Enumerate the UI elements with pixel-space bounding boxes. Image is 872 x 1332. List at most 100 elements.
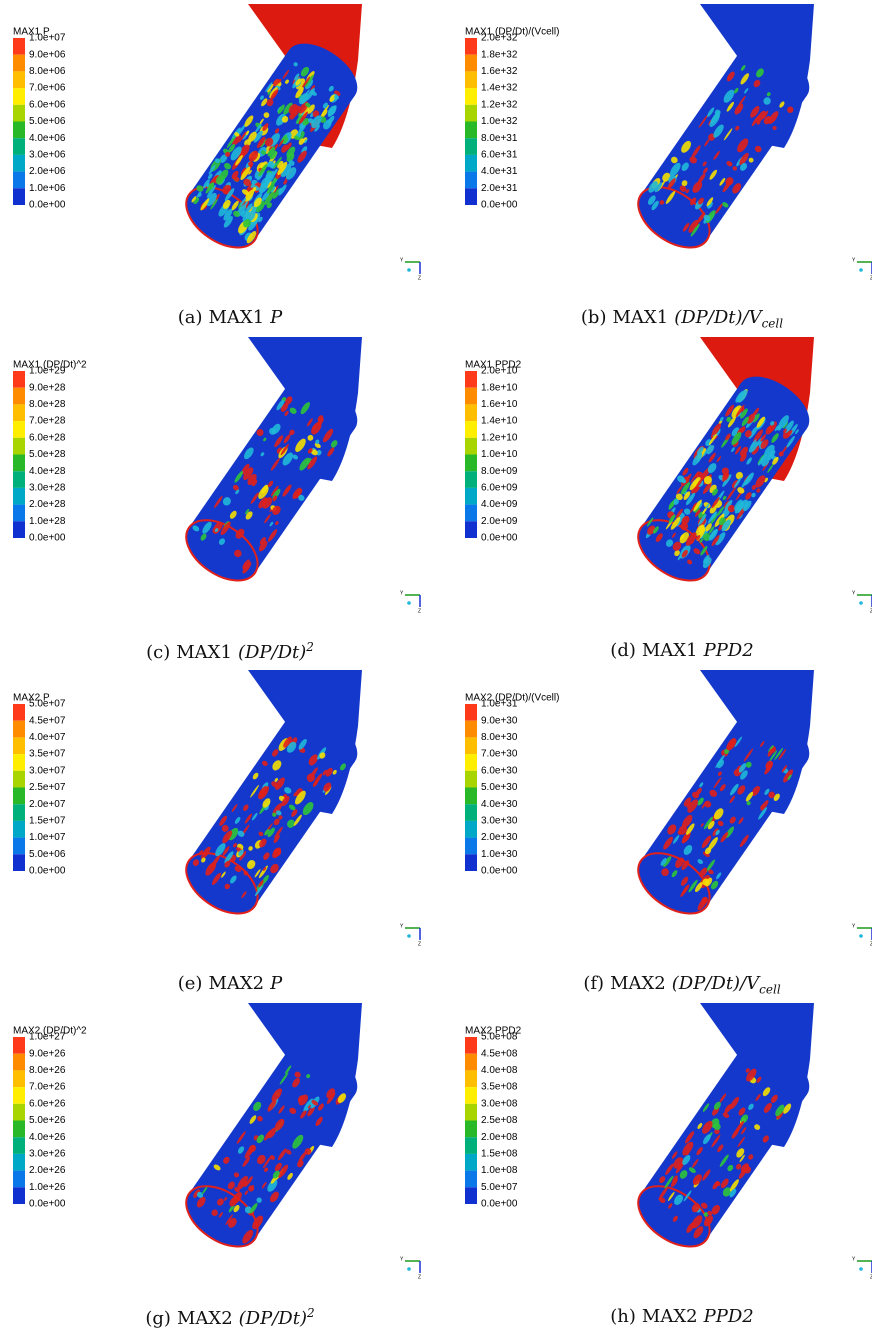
legend-band	[13, 138, 25, 155]
cylinder	[627, 365, 819, 593]
legend-label: 1.0e+08	[481, 1165, 518, 1176]
caption: (a)MAX1P	[20, 307, 440, 328]
legend-band	[465, 438, 477, 455]
legend-band	[13, 388, 25, 405]
legend-band	[465, 138, 477, 155]
legend-label: 0.0e+00	[29, 533, 66, 544]
caption-math: P	[270, 307, 282, 328]
legend-band	[13, 1104, 25, 1121]
legend-label: 1.0e+06	[29, 183, 66, 194]
triad-label: Y	[852, 923, 856, 929]
legend-band	[465, 704, 477, 721]
legend-band	[465, 155, 477, 172]
legend-band	[13, 155, 25, 172]
legend-band	[13, 71, 25, 88]
legend-band	[465, 804, 477, 821]
legend-label: 1.0e+28	[29, 516, 66, 527]
panel: MAX1 (DP/Dt)^21.0e+299.0e+288.0e+287.0e+…	[13, 337, 421, 614]
legend-band	[465, 172, 477, 189]
legend-band	[13, 1154, 25, 1171]
legend-label: 2.0e+08	[481, 1132, 518, 1143]
legend-band	[13, 1054, 25, 1071]
legend-band	[13, 471, 25, 488]
legend-band	[13, 455, 25, 472]
cylinder	[627, 1031, 819, 1259]
triad-label: Z	[418, 1274, 421, 1280]
legend-label: 2.0e+32	[481, 33, 518, 44]
panel: MAX1 (DP/Dt)/(Vcell)2.0e+321.8e+321.6e+3…	[465, 4, 872, 281]
legend-label: 0.0e+00	[29, 200, 66, 211]
legend-label: 3.5e+08	[481, 1082, 518, 1093]
legend-label: 3.0e+30	[481, 816, 518, 827]
triad-origin	[407, 268, 411, 272]
legend-label: 8.0e+28	[29, 399, 66, 410]
legend-band	[465, 38, 477, 55]
caption-superscript: 2	[306, 640, 314, 654]
triad-label: Z	[418, 608, 421, 614]
legend-band	[13, 1137, 25, 1154]
legend-label: 1.4e+10	[481, 416, 518, 427]
legend-label: 2.0e+06	[29, 166, 66, 177]
caption-label: (h)	[610, 1306, 636, 1327]
caption-label: (e)	[178, 973, 203, 994]
legend-label: 9.0e+06	[29, 49, 66, 60]
legend-band	[465, 388, 477, 405]
legend-label: 1.4e+32	[481, 83, 518, 94]
legend-label: 8.0e+26	[29, 1065, 66, 1076]
legend-band	[465, 838, 477, 855]
caption-text: MAX2	[642, 1306, 698, 1327]
legend-band	[465, 371, 477, 388]
legend-label: 8.0e+30	[481, 732, 518, 743]
legend-label: 1.6e+32	[481, 66, 518, 77]
legend-band	[465, 771, 477, 788]
legend-band	[465, 421, 477, 438]
legend-band	[465, 1037, 477, 1054]
legend-label: 2.0e+09	[481, 516, 518, 527]
caption: (h)MAX2PPD2	[472, 1306, 872, 1327]
legend-label: 2.0e+28	[29, 499, 66, 510]
legend-band	[465, 1154, 477, 1171]
legend-band	[13, 838, 25, 855]
legend-label: 7.0e+26	[29, 1082, 66, 1093]
legend-band	[13, 105, 25, 122]
legend-label: 1.2e+32	[481, 99, 518, 110]
triad-label: Y	[852, 1256, 856, 1262]
legend-band	[465, 721, 477, 738]
legend-label: 6.0e+30	[481, 765, 518, 776]
legend-label: 5.0e+07	[29, 699, 66, 710]
legend-label: 4.0e+30	[481, 799, 518, 810]
legend-label: 0.0e+00	[481, 1199, 518, 1210]
cylinder	[175, 698, 367, 926]
legend-band	[465, 55, 477, 72]
legend-label: 2.5e+07	[29, 782, 66, 793]
legend-label: 1.0e+10	[481, 449, 518, 460]
caption-subscript: cell	[762, 317, 784, 331]
legend-band	[13, 371, 25, 388]
legend-band	[465, 1187, 477, 1204]
panel: MAX2 P5.0e+074.5e+074.0e+073.5e+073.0e+0…	[13, 670, 421, 947]
legend-band	[13, 404, 25, 421]
legend-label: 9.0e+30	[481, 715, 518, 726]
legend-label: 3.0e+28	[29, 483, 66, 494]
triad-label: Y	[852, 257, 856, 263]
legend-label: 8.0e+31	[481, 133, 518, 144]
panel: MAX1 PPD22.0e+101.8e+101.6e+101.4e+101.2…	[465, 337, 872, 614]
legend-label: 9.0e+28	[29, 382, 66, 393]
legend-label: 1.5e+07	[29, 816, 66, 827]
legend-label: 0.0e+00	[29, 866, 66, 877]
legend-label: 3.0e+06	[29, 150, 66, 161]
triad-label: Z	[418, 941, 421, 947]
legend-band	[13, 421, 25, 438]
legend-band	[13, 438, 25, 455]
legend-band	[465, 1121, 477, 1138]
legend-label: 0.0e+00	[29, 1199, 66, 1210]
legend-label: 0.0e+00	[481, 866, 518, 877]
legend-band	[13, 1171, 25, 1188]
caption-label: (f)	[583, 973, 604, 994]
cylinder	[175, 1031, 367, 1259]
caption-math: P	[270, 973, 282, 994]
triad-origin	[407, 1267, 411, 1271]
legend-band	[13, 788, 25, 805]
caption-label: (b)	[581, 307, 607, 328]
legend-band	[465, 488, 477, 505]
